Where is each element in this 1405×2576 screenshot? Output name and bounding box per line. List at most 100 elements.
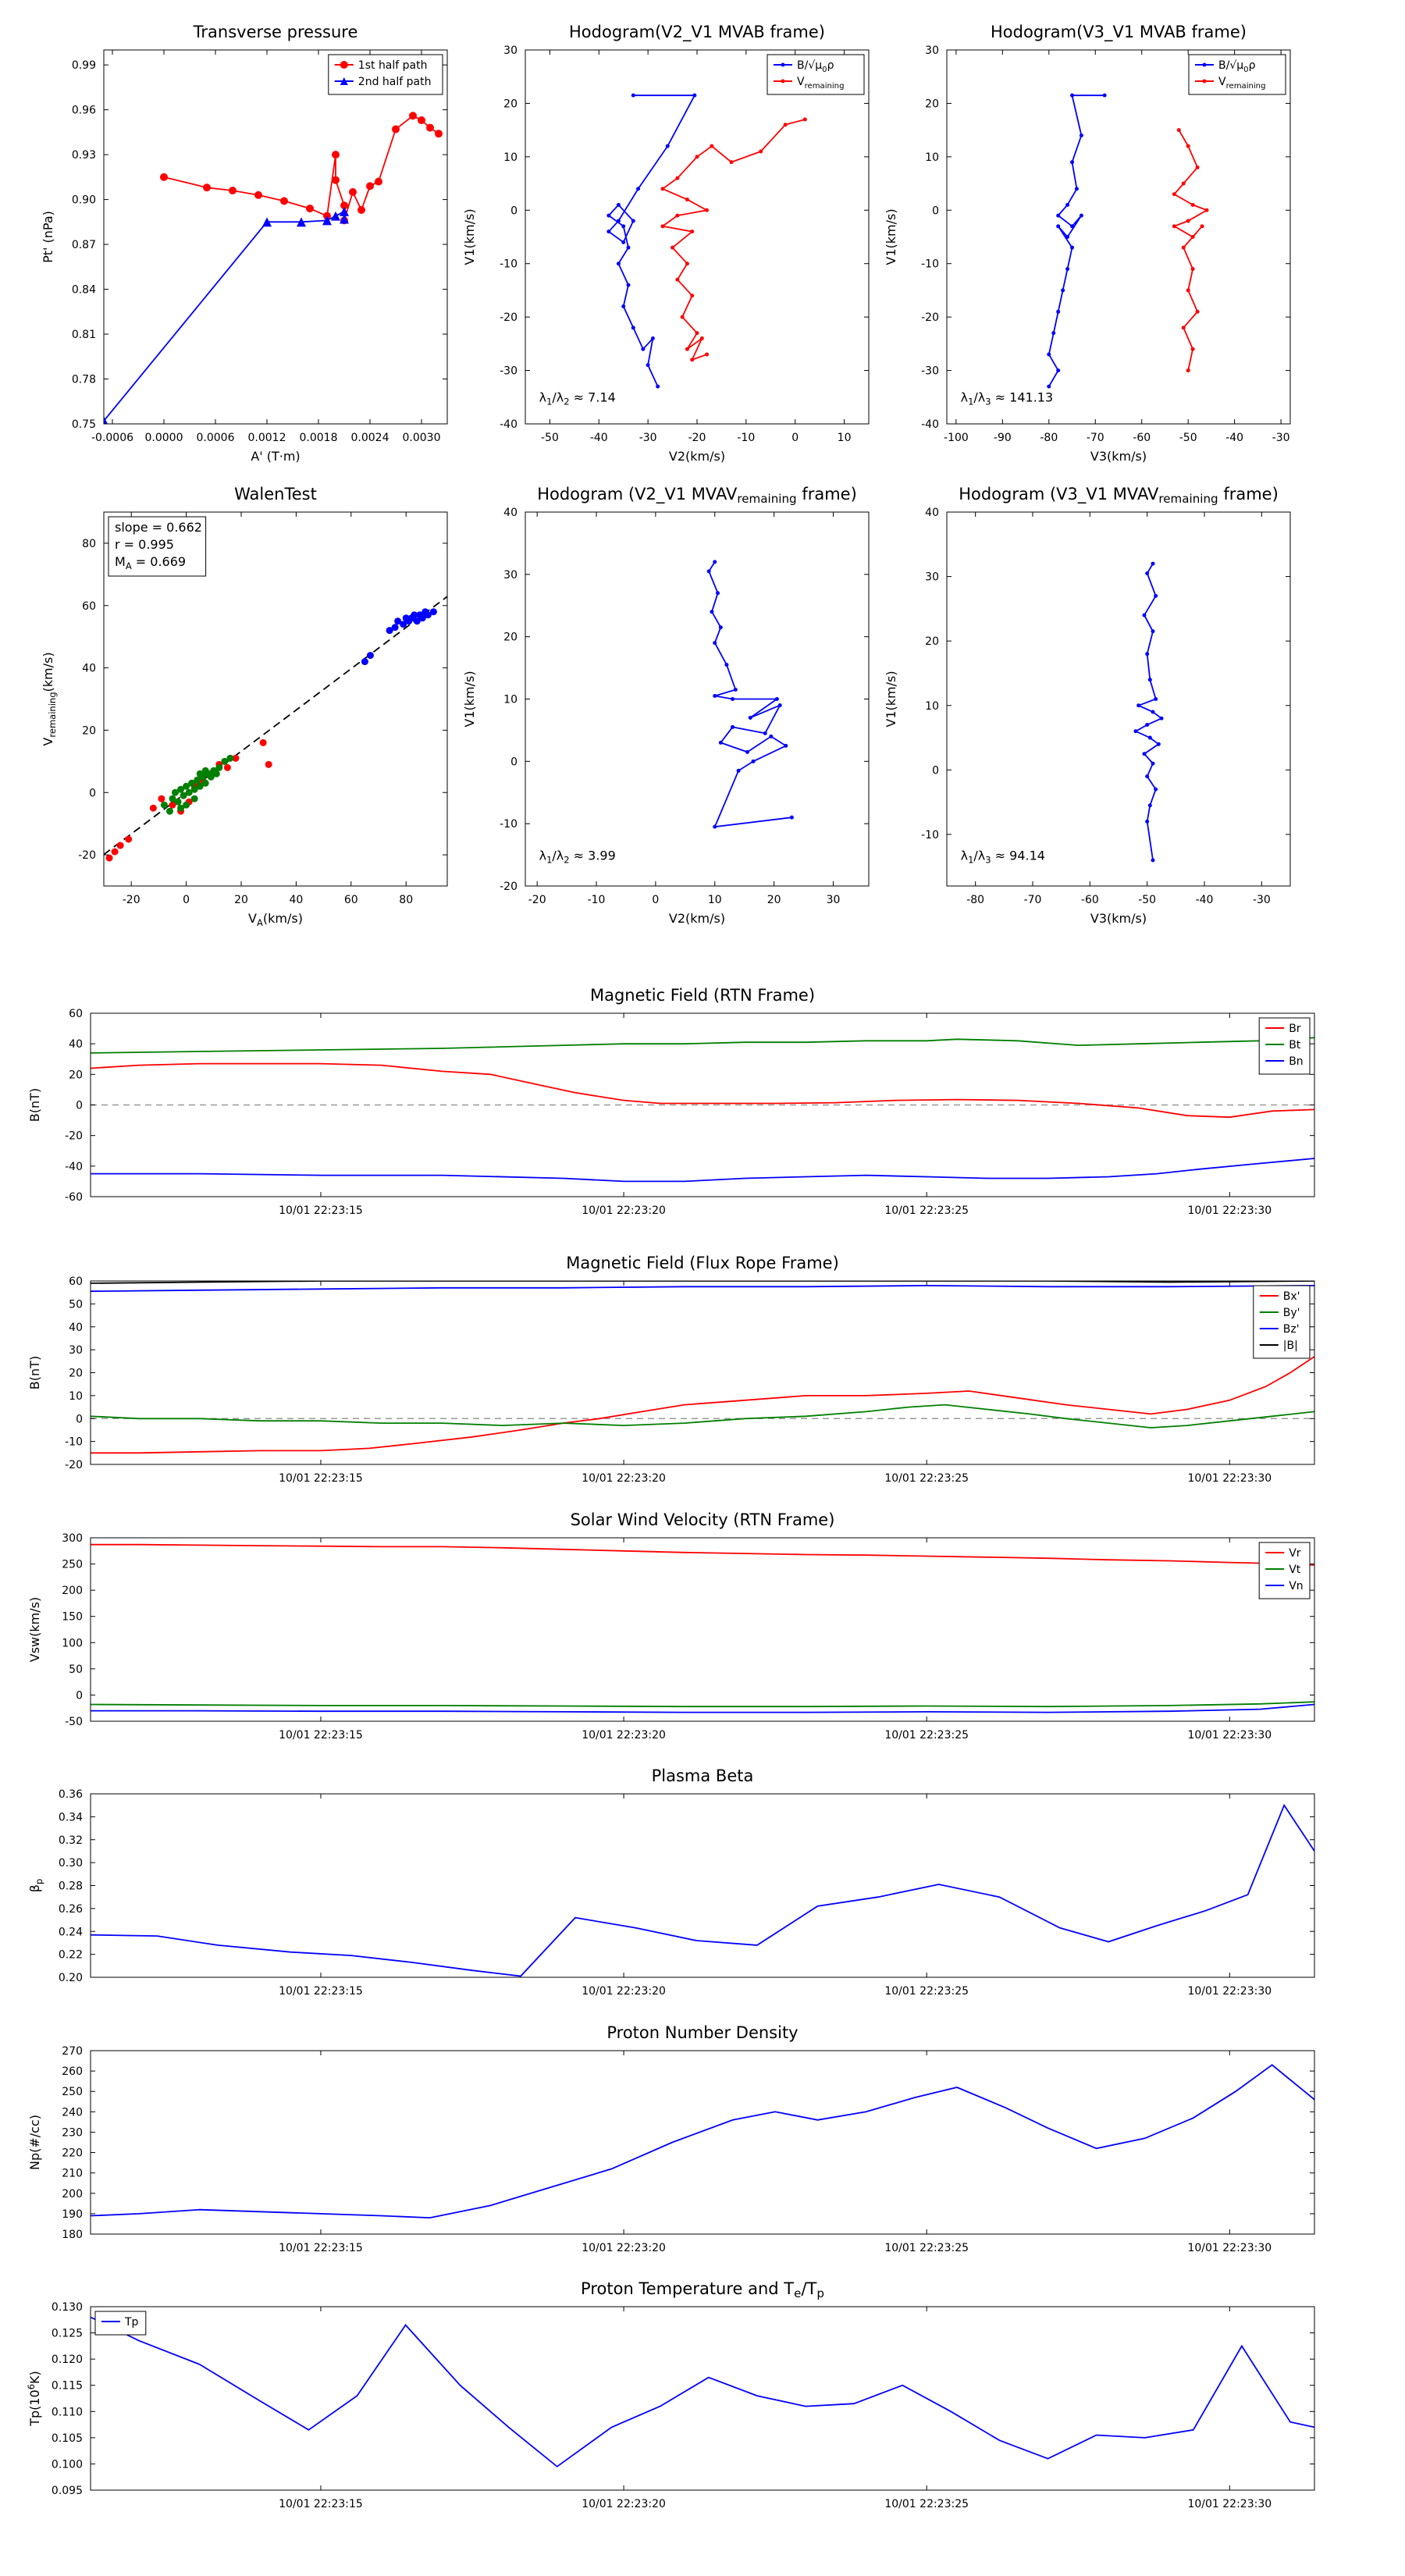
y-axis-label: Vsw(km/s) — [27, 1597, 42, 1662]
series-blue — [706, 560, 794, 829]
y-tick-label: 0.81 — [72, 329, 96, 341]
y-tick-label: 0.28 — [59, 1880, 83, 1893]
x-tick-label: -50 — [541, 432, 559, 444]
y-tick-label: 0.96 — [72, 105, 96, 117]
plot-area — [1133, 561, 1164, 863]
plot-area — [91, 1037, 1314, 1183]
y-tick-label: 10 — [503, 694, 518, 706]
legend: Tp — [94, 2311, 147, 2336]
y-tick-label: -20 — [65, 1130, 83, 1143]
legend: Br Bt Bn — [1258, 1017, 1311, 1075]
y-tick-label: -40 — [65, 1161, 83, 1173]
x-tick-label: -10 — [588, 894, 606, 906]
y-tick-label: 10 — [69, 1390, 83, 1403]
y-tick-label: 10 — [503, 151, 518, 164]
x-tick-label: 0.0030 — [403, 432, 441, 444]
series-green — [160, 754, 234, 815]
series-|B| — [91, 1281, 1314, 1284]
chart-title: Magnetic Field (Flux Rope Frame) — [566, 1254, 839, 1272]
y-tick-label: -20 — [500, 311, 518, 324]
legend-label: Vt — [1289, 1564, 1301, 1576]
y-tick-label: 40 — [925, 507, 939, 519]
x-tick-label: -20 — [688, 432, 706, 444]
y-tick-label: -20 — [921, 311, 939, 324]
stats-line: slope = 0.662 — [115, 520, 202, 535]
axes-frame — [103, 49, 448, 425]
legend: Vr Vt Vn — [1258, 1542, 1311, 1599]
series-blue — [1133, 561, 1164, 863]
legend-label: B/√μ0ρ — [797, 59, 834, 74]
x-tick-label: 10/01 22:23:20 — [582, 1472, 666, 1485]
axes-frame — [90, 2306, 1315, 2491]
chart-title: Hodogram(V3_V1 MVAB frame) — [991, 23, 1247, 42]
stats-line: r = 0.995 — [115, 537, 174, 552]
y-tick-label: 0.34 — [59, 1811, 83, 1823]
proton-temperature-svg: 10/01 22:23:15 10/01 22:23:20 10/01 22:23:… — [26, 2279, 1315, 2510]
y-tick-label: 0.110 — [52, 2406, 83, 2418]
legend-label: Vr — [1289, 1547, 1301, 1560]
x-tick-label: 10/01 22:23:15 — [279, 1985, 363, 1998]
y-axis-label: V1(km/s) — [462, 671, 477, 727]
plot-area — [104, 596, 447, 862]
series-Vr — [91, 1543, 1314, 1566]
series-Br — [91, 1062, 1314, 1119]
x-axis-label: V2(km/s) — [669, 449, 725, 464]
y-tick-label: 100 — [62, 1637, 83, 1649]
chart-title: Proton Number Density — [606, 2023, 798, 2042]
legend-label: Tp — [124, 2316, 139, 2329]
y-axis-label: V1(km/s) — [884, 671, 898, 727]
x-tick-label: -0.0006 — [91, 432, 133, 444]
x-tick-label: -20 — [123, 894, 140, 906]
x-tick-label: 30 — [827, 894, 841, 906]
y-tick-label: -60 — [65, 1191, 83, 1204]
x-tick-label: 10/01 22:23:20 — [582, 2498, 666, 2510]
series-By' — [91, 1404, 1314, 1429]
chart-title: Hodogram(V2_V1 MVAB frame) — [569, 23, 825, 42]
y-tick-label: 20 — [69, 1368, 83, 1380]
y-tick-label: 20 — [925, 635, 939, 648]
y-tick-label: -30 — [500, 365, 518, 378]
hodogram-v3v1-mvab-svg: -100 -90 -80 -70 -60 -50 -40 -30-40-30-20-10010… — [884, 23, 1291, 464]
y-tick-label: 0.84 — [72, 284, 96, 297]
x-tick-label: -30 — [639, 432, 657, 444]
y-tick-label: -50 — [65, 1716, 83, 1728]
series-B/√μ0ρ — [606, 93, 697, 389]
magnetic-field-rtn-svg: 10/01 22:23:15 10/01 22:23:20 10/01 22:23:… — [27, 986, 1315, 1217]
y-tick-label: 30 — [925, 571, 939, 584]
y-tick-label: 0.90 — [72, 194, 96, 207]
x-tick-label: 10/01 22:23:15 — [279, 1472, 363, 1485]
chart-title: Hodogram (V3_V1 MVAVremaining frame) — [959, 485, 1279, 506]
y-tick-label: 0.20 — [59, 1972, 83, 1984]
x-tick-label: 20 — [234, 894, 248, 906]
plot-area — [91, 1543, 1314, 1713]
solar-wind-velocity-svg: 10/01 22:23:15 10/01 22:23:20 10/01 22:23:… — [27, 1510, 1315, 1742]
legend-label: By' — [1283, 1307, 1300, 1319]
y-tick-label: 0.115 — [52, 2380, 83, 2393]
axes-frame — [90, 2050, 1315, 2235]
plasma-beta-svg: 10/01 22:23:15 10/01 22:23:20 10/01 22:23:… — [27, 1767, 1315, 1998]
y-tick-label: -10 — [500, 258, 518, 271]
x-tick-label: 10/01 22:23:30 — [1187, 1472, 1272, 1485]
legend-label: Bx' — [1283, 1290, 1300, 1303]
y-tick-label: -20 — [78, 849, 96, 862]
axes-frame — [946, 49, 1291, 425]
y-axis-label: Pt' (nPa) — [41, 211, 55, 263]
chart-hodogram-v2v1-mvav: -20 -10 0 10 20 30 -20 -10 0 10 20 30 40 Hodogram (V2… — [447, 477, 884, 931]
x-tick-label: 10/01 22:23:30 — [1187, 2498, 1272, 2510]
plot-area — [91, 2064, 1314, 2219]
y-tick-label: 0.095 — [52, 2485, 83, 2497]
y-tick-label: -10 — [500, 818, 518, 831]
chart-title: Plasma Beta — [652, 1767, 754, 1785]
legend-label: Br — [1289, 1023, 1301, 1035]
y-tick-label: 240 — [62, 2106, 83, 2119]
x-tick-label: 10/01 22:23:30 — [1187, 1204, 1272, 1217]
legend-label: Vn — [1289, 1580, 1303, 1592]
y-tick-label: 0.24 — [59, 1926, 83, 1938]
plot-area — [104, 112, 443, 424]
series-Vt — [91, 1701, 1314, 1708]
x-tick-label: 10/01 22:23:30 — [1187, 1985, 1272, 1998]
x-tick-label: 80 — [399, 894, 413, 906]
x-tick-label: 10/01 22:23:25 — [884, 1204, 969, 1217]
y-tick-label: 0 — [76, 1100, 83, 1112]
